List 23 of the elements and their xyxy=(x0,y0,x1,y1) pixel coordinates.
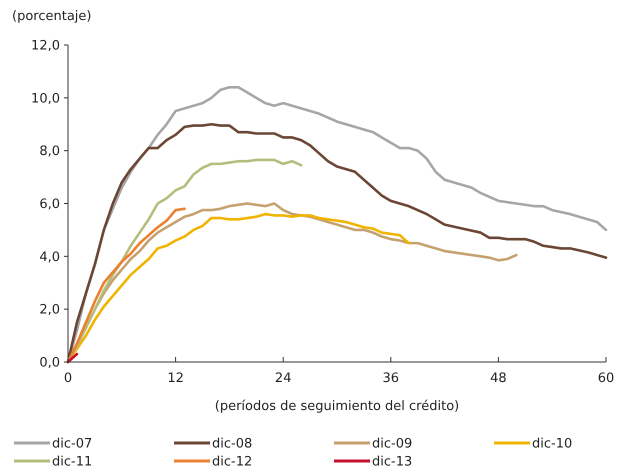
x-tick-label: 0 xyxy=(64,371,72,386)
legend-label: dic-10 xyxy=(532,436,572,452)
y-tick-label: 0,0 xyxy=(39,356,60,371)
y-tick-label: 10,0 xyxy=(31,91,60,106)
y-tick-label: 12,0 xyxy=(31,38,60,54)
x-tick-label: 48 xyxy=(490,371,507,386)
legend-label: dic-11 xyxy=(52,454,92,470)
x-axis-title: (períodos de seguimiento del crédito) xyxy=(214,399,460,414)
legend-label: dic-12 xyxy=(212,454,252,470)
line-series xyxy=(66,207,186,364)
y-tick-label: 2,0 xyxy=(39,302,60,318)
y-tick-label: 4,0 xyxy=(39,250,60,265)
legend-label: dic-08 xyxy=(212,436,252,452)
x-tick-label: 12 xyxy=(167,371,184,386)
legend-label: dic-09 xyxy=(372,436,412,452)
y-axis-title: (porcentaje) xyxy=(12,9,92,24)
y-tick-label: 6,0 xyxy=(39,197,60,212)
x-tick-label: 60 xyxy=(598,371,614,386)
x-tick-label: 36 xyxy=(382,371,400,386)
legend-label: dic-07 xyxy=(52,436,92,452)
y-tick-label: 8,0 xyxy=(39,144,60,160)
legend-label: dic-13 xyxy=(372,454,412,470)
x-tick-label: 24 xyxy=(274,371,292,386)
